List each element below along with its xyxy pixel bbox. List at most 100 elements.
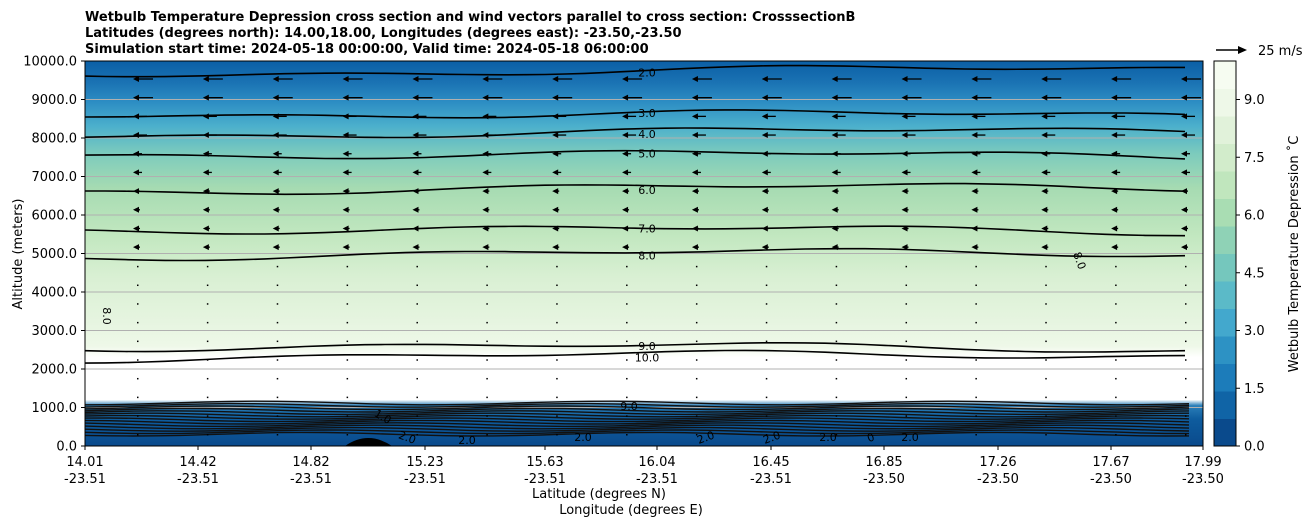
wind-arrowhead	[133, 76, 139, 82]
wind-arrowhead	[971, 132, 978, 139]
wind-arrowhead	[831, 188, 838, 195]
wind-dot	[416, 321, 418, 324]
wind-dot	[695, 359, 698, 361]
wind-dot	[626, 434, 628, 436]
contour-label: 2.0	[901, 431, 919, 444]
x-tick-label-lat: 17.99	[1184, 455, 1221, 470]
wind-dot	[1185, 284, 1187, 287]
colorbar-swatch	[1214, 88, 1236, 117]
colorbar: 0.0 1.5 3.0 4.5 6.0 7.5 9.0	[1213, 60, 1265, 455]
contour-line	[84, 109, 1186, 119]
x-tick-label-lat: 16.04	[638, 455, 675, 470]
contour-label: 2.0	[397, 429, 418, 447]
wind-dot	[975, 265, 977, 268]
wind-dot	[556, 415, 558, 417]
x-tick-label-lon: -23.50	[863, 472, 905, 487]
wind-arrowhead	[272, 169, 279, 176]
wind-dot	[905, 265, 908, 268]
contour-line	[84, 414, 1190, 420]
wind-arrowhead	[202, 225, 209, 232]
wind-dot	[206, 284, 209, 287]
wind-dot	[486, 265, 488, 268]
colorbar-tick-label: 4.5	[1244, 266, 1265, 281]
wind-dot	[975, 396, 977, 399]
colorbar-frame	[1213, 60, 1237, 447]
wind-dot	[835, 303, 838, 305]
wind-arrowhead	[901, 150, 908, 157]
wind-arrowhead	[901, 244, 908, 251]
wind-dot	[137, 377, 139, 380]
wind-dot	[835, 265, 838, 268]
x-tick-label-lat: 14.82	[292, 455, 329, 470]
wind-dot	[346, 303, 349, 305]
wind-dot	[416, 359, 418, 361]
wind-dot	[765, 340, 768, 343]
wind-arrowhead	[1181, 225, 1187, 232]
wind-dot	[486, 303, 488, 305]
colorbar-swatch	[1214, 336, 1236, 364]
wind-dot	[1115, 321, 1117, 324]
wind-arrowhead	[412, 132, 419, 139]
wind-arrowhead	[761, 132, 768, 139]
colorbar-swatch	[1214, 116, 1236, 144]
wind-dot	[1185, 434, 1187, 436]
wind-arrowhead	[831, 150, 838, 157]
contour-line	[84, 247, 1186, 262]
wind-arrowhead	[691, 169, 698, 176]
wind-arrowhead	[272, 225, 279, 232]
wind-arrowhead	[691, 113, 698, 120]
wind-arrowhead	[272, 76, 279, 82]
colorbar-swatch	[1214, 308, 1236, 337]
wind-arrowhead	[761, 76, 768, 82]
wind-dot	[486, 284, 488, 287]
wind-arrowhead	[971, 225, 978, 232]
x-axis-label: Latitude (degrees N)	[532, 487, 666, 502]
wind-dot	[486, 321, 488, 324]
wind-arrowhead	[971, 244, 978, 251]
y-tick-label: 6000.0	[32, 209, 78, 224]
wind-dot	[276, 303, 279, 305]
wind-dot	[1185, 265, 1187, 268]
wind-dot	[905, 396, 908, 399]
wind-dot	[975, 434, 977, 436]
wind-dot	[346, 340, 349, 343]
wind-dot	[1185, 359, 1187, 361]
wind-arrowhead	[622, 76, 629, 82]
wind-arrowhead	[552, 244, 559, 251]
contour-label: 10.0	[635, 351, 660, 364]
wind-arrowhead	[1041, 169, 1048, 176]
wind-arrowhead	[1181, 150, 1187, 157]
wind-arrowhead	[1111, 76, 1118, 82]
wind-arrowhead	[1111, 150, 1118, 157]
wind-arrowhead	[482, 169, 489, 176]
wind-dot	[486, 415, 488, 417]
contour-label: 9.0	[638, 340, 656, 353]
wind-dot	[276, 415, 279, 417]
wind-dot	[416, 434, 418, 436]
wind-dot	[835, 377, 838, 380]
wind-dot	[276, 377, 279, 380]
y-tick-label: 8000.0	[32, 132, 78, 147]
wind-dot	[626, 415, 628, 417]
wind-dot	[765, 265, 768, 268]
wind-dot	[556, 359, 558, 361]
wind-dot	[975, 359, 977, 361]
wind-arrowhead	[761, 150, 768, 157]
wind-arrowhead	[342, 76, 349, 82]
wind-arrowhead	[412, 113, 419, 120]
wind-dot	[695, 434, 698, 436]
contour-line	[84, 407, 1190, 413]
wind-arrowhead	[552, 225, 559, 232]
x-tick-label-lat: 17.26	[979, 455, 1016, 470]
wind-arrowhead	[342, 206, 349, 213]
wind-dot	[346, 321, 349, 324]
colorbar-tick-label: 9.0	[1244, 93, 1265, 108]
contour-label: 4.0	[638, 128, 656, 141]
y-tick-label: 7000.0	[32, 170, 78, 185]
wind-arrowhead	[831, 113, 838, 120]
contour-line	[84, 64, 1185, 78]
wind-arrowhead	[622, 206, 629, 213]
wind-dot	[765, 303, 768, 305]
x-tick-label-lon: -23.50	[1182, 472, 1224, 487]
wind-arrowhead	[202, 244, 209, 251]
